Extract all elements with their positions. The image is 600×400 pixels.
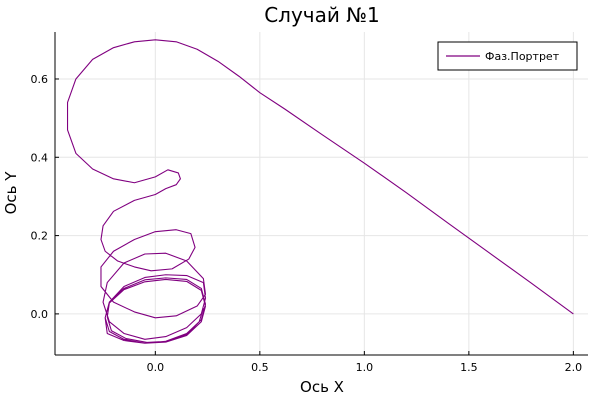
legend-label: Фаз.Портрет — [485, 50, 560, 63]
series-line — [66, 39, 574, 344]
y-tick-label: 0.0 — [31, 308, 49, 321]
legend: Фаз.Портрет — [437, 41, 578, 71]
y-tick-label: 0.2 — [31, 230, 49, 243]
grid — [55, 32, 588, 355]
x-tick-label: 0.5 — [251, 361, 269, 374]
x-tick-label: 1.5 — [460, 361, 478, 374]
x-tick-label: 0.0 — [147, 361, 165, 374]
series-group — [66, 39, 574, 344]
x-tick-label: 2.0 — [565, 361, 583, 374]
x-ticks: 0.0 0.5 1.0 1.5 2.0 — [147, 351, 583, 374]
y-ticks: 0.0 0.2 0.4 0.6 — [31, 73, 59, 321]
chart-title: Случай №1 — [264, 3, 380, 27]
axes — [54, 32, 588, 356]
x-axis-label: Ось X — [300, 378, 344, 396]
y-tick-label: 0.6 — [31, 73, 49, 86]
y-tick-label: 0.4 — [31, 151, 49, 164]
y-axis-label: Ось Y — [2, 171, 20, 215]
x-tick-label: 1.0 — [356, 361, 374, 374]
